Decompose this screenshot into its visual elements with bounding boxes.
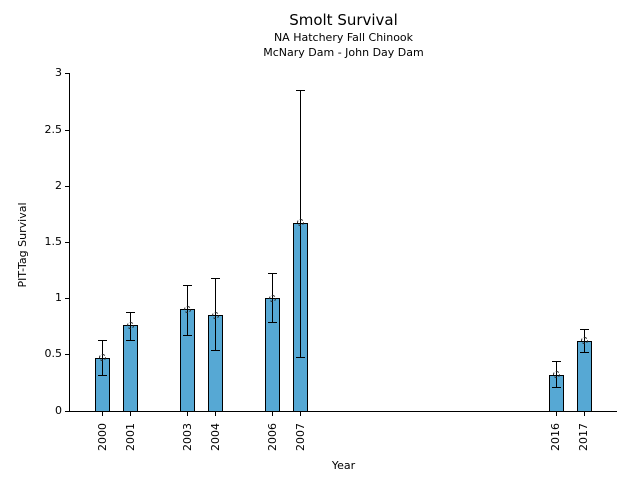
- error-cap-low-2004: [211, 349, 221, 351]
- x-tick-label-2000: 2000: [95, 423, 109, 451]
- error-cap-high-2003: [183, 284, 193, 286]
- error-cap-low-2006: [268, 321, 278, 323]
- error-cap-high-2000: [98, 339, 108, 341]
- y-tick-label: 3: [55, 66, 62, 80]
- y-tick-label: 1.5: [44, 235, 63, 248]
- x-tick-label-2003: 2003: [180, 423, 194, 451]
- point-marker-2016: [552, 371, 560, 379]
- x-tick-mark: [130, 411, 132, 416]
- point-marker-2004: [212, 311, 220, 319]
- y-axis-spine: [69, 73, 70, 412]
- x-axis-label: Year: [331, 459, 356, 472]
- point-marker-2006: [269, 294, 277, 302]
- error-cap-low-2003: [183, 335, 193, 337]
- x-tick-mark: [102, 411, 104, 416]
- chart-title: Smolt Survival: [289, 11, 398, 29]
- x-tick-mark: [272, 411, 274, 416]
- point-marker-2017: [580, 337, 588, 345]
- y-tick-mark: [65, 354, 69, 356]
- y-tick-mark: [65, 129, 69, 131]
- x-tick-label-2004: 2004: [208, 423, 222, 451]
- point-marker-2000: [99, 354, 107, 362]
- y-tick-label: 0: [55, 403, 62, 417]
- error-cap-high-2004: [211, 277, 221, 279]
- x-tick-mark: [215, 411, 217, 416]
- y-tick-mark: [65, 410, 69, 412]
- x-tick-mark: [555, 411, 557, 416]
- x-tick-mark: [187, 411, 189, 416]
- x-tick-label-2016: 2016: [549, 423, 563, 451]
- y-tick-mark: [65, 185, 69, 187]
- error-cap-low-2000: [98, 374, 108, 376]
- error-cap-low-2001: [126, 339, 136, 341]
- point-marker-2001: [127, 321, 135, 329]
- error-cap-low-2017: [579, 352, 589, 354]
- error-cap-high-2007: [296, 90, 306, 92]
- error-cap-high-2016: [551, 361, 561, 363]
- x-tick-label-2001: 2001: [123, 423, 137, 451]
- y-tick-mark: [65, 298, 69, 300]
- chart-subtitle-line2: McNary Dam - John Day Dam: [263, 46, 424, 59]
- error-cap-high-2017: [579, 328, 589, 330]
- x-tick-label-2006: 2006: [265, 423, 279, 451]
- y-tick-label: 2.5: [44, 122, 63, 136]
- x-tick-mark: [300, 411, 302, 416]
- error-cap-high-2001: [126, 311, 136, 313]
- y-tick-label: 2: [55, 178, 62, 192]
- chart-subtitle-line1: NA Hatchery Fall Chinook: [273, 31, 414, 44]
- error-cap-high-2006: [268, 273, 278, 275]
- x-tick-label-2007: 2007: [293, 423, 307, 451]
- x-tick-mark: [583, 411, 585, 416]
- error-cap-low-2007: [296, 356, 306, 358]
- y-tick-mark: [65, 73, 69, 75]
- point-marker-2003: [184, 305, 192, 313]
- y-tick-label: 1: [55, 291, 62, 305]
- error-cap-low-2016: [551, 387, 561, 389]
- x-tick-label-2017: 2017: [577, 423, 591, 451]
- y-tick-label: 0.5: [44, 347, 63, 361]
- x-axis-spine: [69, 410, 617, 412]
- y-tick-mark: [65, 242, 69, 243]
